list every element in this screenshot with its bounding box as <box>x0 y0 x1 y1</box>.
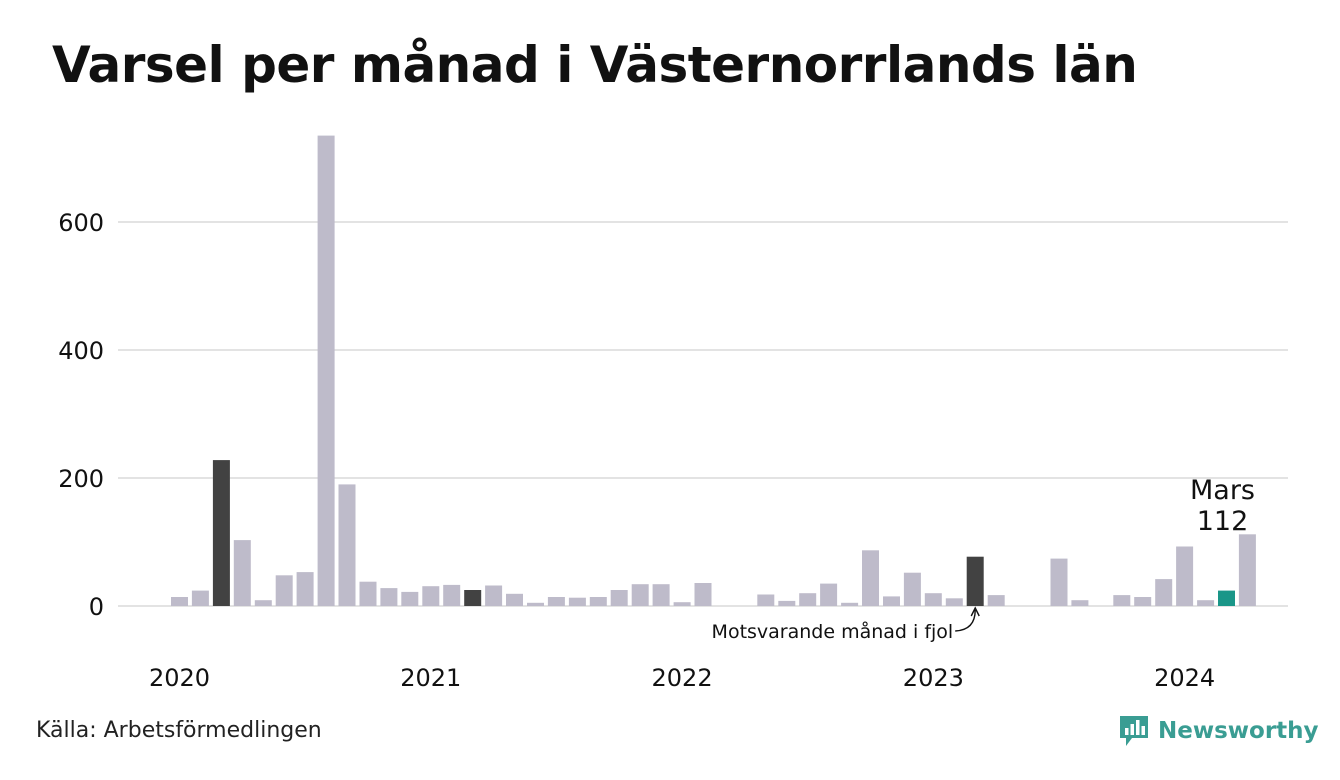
bar-2020-05 <box>254 600 272 606</box>
y-tick-label: 400 <box>58 337 104 365</box>
y-tick-label: 200 <box>58 465 104 493</box>
bar-2021-03 <box>464 590 482 606</box>
brand-logo: Newsworthy <box>1118 714 1319 748</box>
bar-2022-11 <box>883 596 900 606</box>
x-tick-label: 2020 <box>149 664 210 692</box>
bar-2023-01 <box>924 593 942 606</box>
bars <box>171 135 1256 606</box>
bar-2021-10 <box>610 590 628 606</box>
bar-2020-03 <box>212 460 230 606</box>
bar-2022-08 <box>820 583 838 606</box>
current-month-label: Mars <box>1190 475 1255 506</box>
bar-2021-09 <box>589 597 607 606</box>
bar-2021-08 <box>568 597 586 606</box>
annotation-text: Motsvarande månad i fjol <box>712 620 954 643</box>
bar-2022-10 <box>862 550 879 606</box>
bar-undefined <box>1238 534 1256 606</box>
source-text: Källa: Arbetsförmedlingen <box>36 718 322 743</box>
bar-2021-05 <box>506 593 523 606</box>
annotation: Motsvarande månad i fjol <box>712 606 980 643</box>
bar-2020-11 <box>380 588 398 606</box>
newsworthy-logo-icon <box>1120 716 1148 746</box>
bar-2020-12 <box>401 591 419 606</box>
bar-2020-07 <box>296 572 314 606</box>
bar-2022-02 <box>694 583 712 606</box>
bar-2024-02 <box>1197 600 1215 606</box>
bar-2020-04 <box>233 540 251 606</box>
bar-2024-01 <box>1176 546 1194 606</box>
bar-2021-06 <box>527 602 544 606</box>
bar-2023-11 <box>1134 597 1152 606</box>
bar-2020-08 <box>317 135 335 606</box>
bar-2022-01 <box>673 602 691 606</box>
current-value-label: 112 <box>1197 506 1249 537</box>
annotation-arrow <box>955 609 976 632</box>
y-axis-ticks: 0 200 400 600 <box>58 209 104 621</box>
bar-2022-06 <box>778 600 796 606</box>
bar-2023-04 <box>987 595 1005 606</box>
bar-2021-04 <box>485 585 503 606</box>
bar-2022-12 <box>903 572 921 606</box>
x-axis-ticks: 2020 2021 2022 2023 2024 <box>149 664 1215 692</box>
bar-2021-01 <box>422 586 440 606</box>
bar-2021-02 <box>443 584 461 606</box>
bar-2021-11 <box>631 584 649 606</box>
x-tick-label: 2023 <box>903 664 964 692</box>
bar-2021-07 <box>547 597 565 606</box>
bar-2021-12 <box>652 584 670 606</box>
x-tick-label: 2022 <box>652 664 713 692</box>
bar-2022-05 <box>757 594 775 606</box>
bar-2023-02 <box>945 598 963 606</box>
bar-2023-08 <box>1071 600 1089 606</box>
bar-2022-09 <box>841 602 859 606</box>
y-tick-label: 600 <box>58 209 104 237</box>
x-tick-label: 2021 <box>400 664 461 692</box>
bar-2023-10 <box>1113 595 1131 606</box>
gridlines <box>118 221 1288 607</box>
bar-2020-01 <box>171 597 188 606</box>
x-tick-label: 2024 <box>1154 664 1215 692</box>
bar-2020-09 <box>338 484 356 606</box>
y-tick-label: 0 <box>89 593 104 621</box>
bar-2020-06 <box>275 575 293 606</box>
bar-2023-07 <box>1050 558 1068 606</box>
bar-2020-02 <box>191 590 209 606</box>
brand-name: Newsworthy <box>1158 718 1319 744</box>
bar-2023-12 <box>1155 579 1173 606</box>
bar-2023-03 <box>966 556 984 606</box>
chart-title: Varsel per månad i Västernorrlands län <box>52 36 1138 94</box>
bar-2022-07 <box>799 593 817 606</box>
bar-2020-10 <box>359 581 377 606</box>
bar-2024-03 <box>1218 590 1235 606</box>
annotation-arrowhead <box>970 606 980 617</box>
